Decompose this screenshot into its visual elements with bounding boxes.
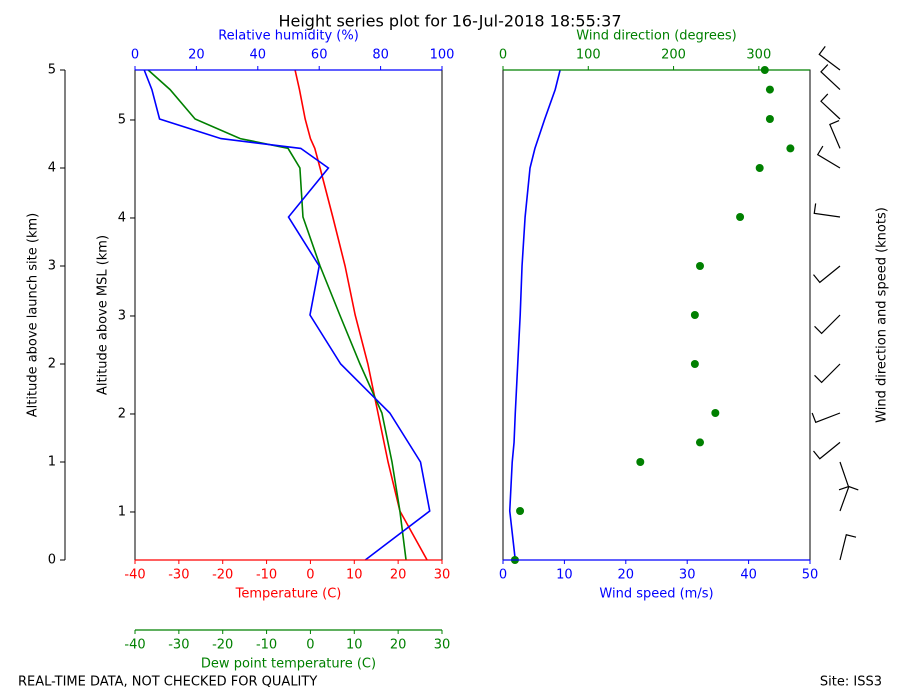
axis-label: Relative humidity (%) <box>218 29 359 44</box>
site-label: Site: ISS3 <box>820 675 882 690</box>
wind-barb <box>839 485 859 512</box>
data-point <box>636 458 645 466</box>
x-tick-label: -10 <box>256 638 277 653</box>
x-tick-label: 20 <box>188 48 205 63</box>
y-tick-label: 4 <box>118 210 126 225</box>
axis-label: Altitude above MSL (km) <box>96 235 111 395</box>
data-point <box>765 115 774 123</box>
data-point <box>765 85 774 94</box>
y-tick-label: 5 <box>118 112 126 127</box>
x-tick-label: 30 <box>434 568 451 583</box>
x-tick-label: 30 <box>434 638 451 653</box>
wind-barb <box>816 145 841 169</box>
x-tick-label: -30 <box>168 638 189 653</box>
x-tick-label: 100 <box>430 48 455 63</box>
x-tick-label: 200 <box>661 48 686 63</box>
axis-label: Wind speed (m/s) <box>599 587 713 602</box>
x-tick-label: 0 <box>306 568 314 583</box>
axis-label: Dew point temperature (C) <box>201 657 376 672</box>
x-tick-label: 0 <box>499 48 507 63</box>
wind-barb <box>813 265 841 284</box>
x-tick-label: 0 <box>306 638 314 653</box>
y-tick-label: 0 <box>48 553 56 568</box>
x-tick-label: 10 <box>556 568 573 583</box>
x-tick-label: -20 <box>212 638 233 653</box>
data-point <box>736 213 745 221</box>
x-tick-label: -40 <box>124 638 145 653</box>
y-tick-label: 3 <box>118 308 126 323</box>
chart-title: Height series plot for 16-Jul-2018 18:55… <box>278 12 621 31</box>
y-tick-label: 5 <box>48 63 56 78</box>
data-point <box>516 507 525 515</box>
data-line <box>147 69 407 561</box>
data-line <box>508 69 561 561</box>
data-point <box>690 360 699 368</box>
x-tick-label: -40 <box>124 568 145 583</box>
data-point <box>711 409 720 417</box>
x-tick-label: 80 <box>372 48 389 63</box>
axis-label: Wind direction and speed (knots) <box>875 207 890 423</box>
x-tick-label: 300 <box>746 48 771 63</box>
x-tick-label: 50 <box>802 568 819 583</box>
x-tick-label: -30 <box>168 568 189 583</box>
data-line <box>143 69 431 561</box>
data-point <box>695 262 704 270</box>
data-point <box>695 438 704 447</box>
y-tick-label: 1 <box>118 504 126 519</box>
axis-label: Temperature (C) <box>235 587 342 602</box>
x-tick-label: 0 <box>499 568 507 583</box>
y-tick-label: 1 <box>48 455 56 470</box>
wind-barb <box>838 461 850 491</box>
x-tick-label: 40 <box>740 568 757 583</box>
x-tick-label: 10 <box>346 638 363 653</box>
x-tick-label: 0 <box>131 48 139 63</box>
x-tick-label: 40 <box>250 48 267 63</box>
x-tick-label: 20 <box>618 568 635 583</box>
x-tick-label: 20 <box>390 568 407 583</box>
wind-barb <box>820 64 841 91</box>
x-tick-label: 30 <box>679 568 696 583</box>
x-tick-label: -10 <box>256 568 277 583</box>
axis-label: Altitude above launch site (km) <box>26 213 41 417</box>
axis-label: Wind direction (degrees) <box>576 29 736 44</box>
wind-barb <box>811 412 841 424</box>
wind-barb <box>814 314 841 335</box>
wind-barb <box>813 203 841 218</box>
wind-barb <box>839 534 857 561</box>
wind-barb <box>818 46 841 71</box>
x-tick-label: 100 <box>576 48 601 63</box>
wind-barb <box>829 120 841 149</box>
wind-barb <box>820 93 841 120</box>
data-line <box>294 69 428 561</box>
x-tick-label: -20 <box>212 568 233 583</box>
wind-barb <box>813 441 841 460</box>
plot-area <box>502 69 811 561</box>
x-tick-label: 10 <box>346 568 363 583</box>
data-point <box>755 164 764 172</box>
data-point <box>786 144 795 153</box>
x-tick-label: 20 <box>390 638 407 653</box>
y-tick-label: 2 <box>118 406 126 421</box>
data-point <box>690 311 699 319</box>
y-tick-label: 4 <box>48 161 56 176</box>
footer-note: REAL-TIME DATA, NOT CHECKED FOR QUALITY <box>18 675 317 690</box>
wind-barb <box>814 363 841 384</box>
x-tick-label: 60 <box>311 48 328 63</box>
y-tick-label: 3 <box>48 259 56 274</box>
y-tick-label: 2 <box>48 357 56 372</box>
